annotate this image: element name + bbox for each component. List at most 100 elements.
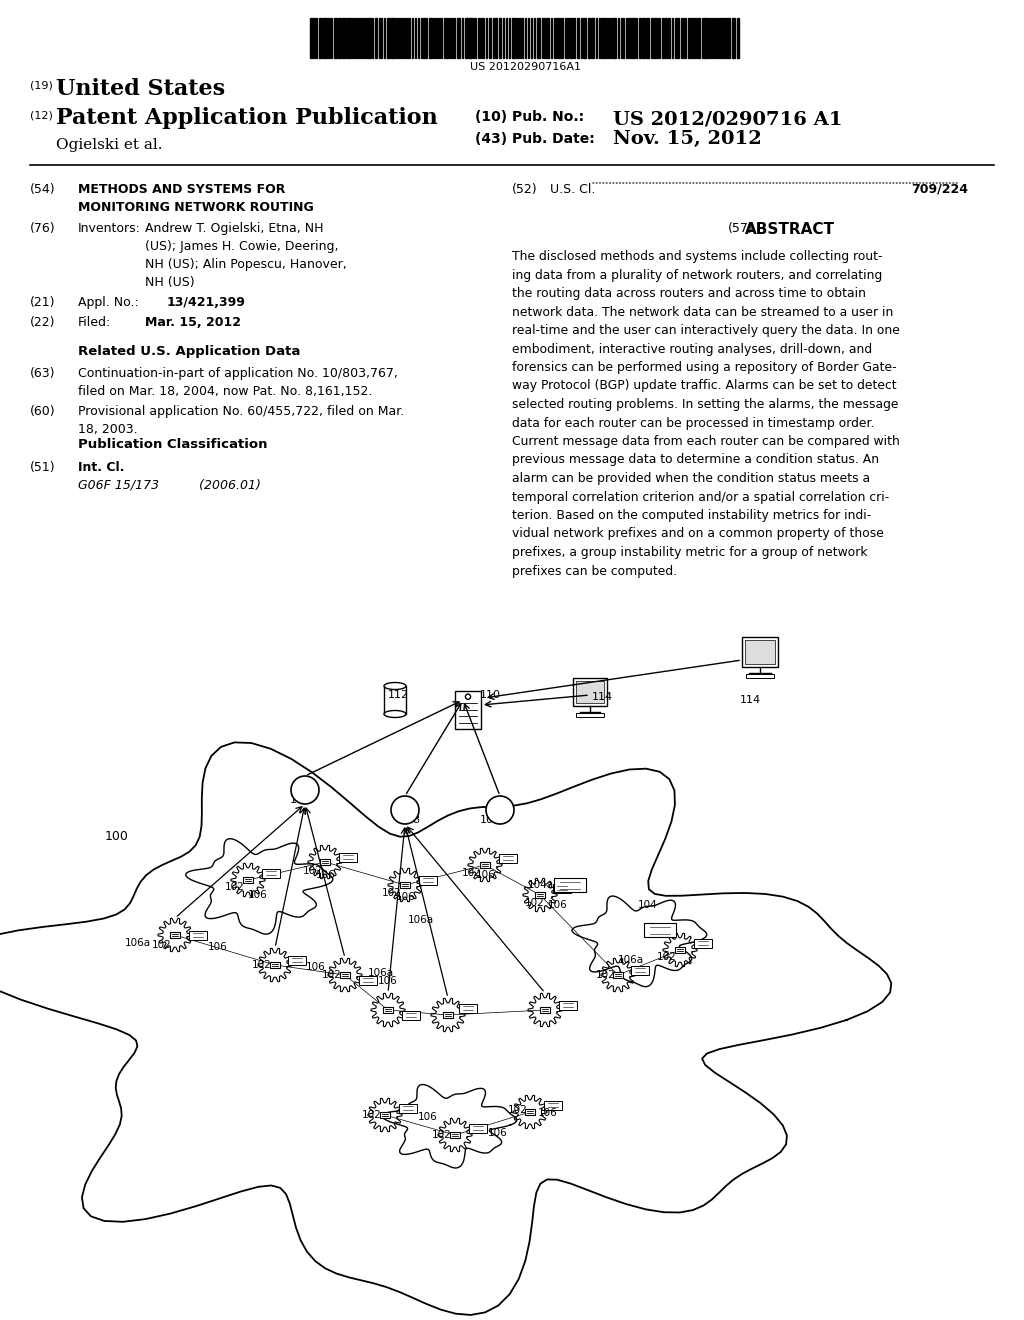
Text: 106: 106 xyxy=(378,975,397,986)
Text: 104: 104 xyxy=(638,900,657,909)
Bar xyxy=(675,946,685,953)
Bar xyxy=(391,18,394,58)
Bar xyxy=(338,18,341,58)
Text: 102: 102 xyxy=(303,866,323,876)
Bar xyxy=(537,18,540,58)
Text: (22): (22) xyxy=(30,315,55,329)
Text: US 20120290716A1: US 20120290716A1 xyxy=(469,62,581,73)
Bar xyxy=(288,956,306,965)
Text: 112: 112 xyxy=(388,690,410,700)
Bar xyxy=(732,18,735,58)
Text: Int. Cl.: Int. Cl. xyxy=(78,461,124,474)
Text: 102: 102 xyxy=(432,1130,452,1140)
Text: 102: 102 xyxy=(252,960,271,970)
Bar xyxy=(340,972,350,978)
Text: United States: United States xyxy=(56,78,225,100)
Bar xyxy=(577,713,603,717)
Bar xyxy=(567,18,569,58)
Bar xyxy=(270,962,281,968)
Bar xyxy=(323,18,326,58)
Bar xyxy=(446,18,449,58)
Bar xyxy=(362,18,365,58)
Bar xyxy=(639,18,641,58)
Bar xyxy=(354,18,356,58)
Bar xyxy=(469,18,472,58)
Bar xyxy=(423,18,425,58)
Text: 102: 102 xyxy=(657,952,677,962)
Text: 106: 106 xyxy=(548,900,567,909)
Bar xyxy=(525,1109,536,1115)
Bar xyxy=(359,975,377,985)
Bar xyxy=(668,18,670,58)
Text: Filed:: Filed: xyxy=(78,315,112,329)
Text: Provisional application No. 60/455,722, filed on Mar.
18, 2003.: Provisional application No. 60/455,722, … xyxy=(78,405,404,436)
Bar xyxy=(459,1003,477,1012)
Bar xyxy=(499,854,517,862)
Text: (52): (52) xyxy=(512,183,538,195)
Text: 114: 114 xyxy=(740,696,761,705)
Text: (19): (19) xyxy=(30,81,53,90)
Text: Ogielski et al.: Ogielski et al. xyxy=(56,139,163,152)
Circle shape xyxy=(391,796,419,824)
Bar xyxy=(383,1007,393,1012)
Text: 106: 106 xyxy=(418,1111,437,1122)
Text: 102: 102 xyxy=(508,1105,527,1115)
Ellipse shape xyxy=(384,710,406,718)
Bar xyxy=(613,972,623,978)
Text: Mar. 15, 2012: Mar. 15, 2012 xyxy=(145,315,241,329)
Text: 709/224: 709/224 xyxy=(911,183,968,195)
Text: 114: 114 xyxy=(592,692,613,702)
Text: 106a: 106a xyxy=(618,954,644,965)
Bar xyxy=(631,965,649,974)
Text: Nov. 15, 2012: Nov. 15, 2012 xyxy=(613,129,762,148)
Bar xyxy=(334,18,337,58)
Bar xyxy=(745,675,774,678)
Bar xyxy=(691,18,693,58)
Bar xyxy=(450,1133,460,1138)
Bar xyxy=(449,18,451,58)
Text: 106a: 106a xyxy=(408,915,434,925)
Text: METHODS AND SYSTEMS FOR
MONITORING NETWORK ROUTING: METHODS AND SYSTEMS FOR MONITORING NETWO… xyxy=(78,183,313,214)
Text: G06F 15/173          (2006.01): G06F 15/173 (2006.01) xyxy=(78,479,261,492)
Text: 102: 102 xyxy=(152,940,172,950)
Bar xyxy=(465,18,468,58)
Text: Related U.S. Application Data: Related U.S. Application Data xyxy=(78,345,300,358)
Bar xyxy=(654,18,656,58)
Bar xyxy=(577,18,579,58)
Bar xyxy=(737,18,739,58)
Text: 102: 102 xyxy=(525,898,545,908)
Ellipse shape xyxy=(384,682,406,689)
Text: U.S. Cl.: U.S. Cl. xyxy=(550,183,595,195)
Text: (76): (76) xyxy=(30,222,55,235)
Text: 106: 106 xyxy=(248,890,267,900)
Circle shape xyxy=(486,796,514,824)
Bar xyxy=(722,18,724,58)
Bar xyxy=(469,1123,487,1133)
Bar xyxy=(480,862,490,869)
Text: 106: 106 xyxy=(316,870,336,880)
Text: Patent Application Publication: Patent Application Publication xyxy=(56,107,437,129)
Bar xyxy=(375,18,377,58)
Text: (12): (12) xyxy=(30,110,53,120)
Bar xyxy=(512,18,515,58)
Bar xyxy=(662,18,664,58)
Bar xyxy=(348,18,351,58)
Bar xyxy=(243,876,253,883)
Bar xyxy=(384,686,406,714)
Bar xyxy=(742,638,778,667)
Bar xyxy=(583,18,586,58)
Text: 102: 102 xyxy=(596,970,615,979)
Text: (54): (54) xyxy=(30,183,55,195)
Text: 102: 102 xyxy=(225,882,245,892)
Bar xyxy=(642,18,645,58)
Bar xyxy=(540,1007,550,1012)
Text: Inventors:: Inventors: xyxy=(78,222,141,235)
Bar xyxy=(570,18,573,58)
Bar xyxy=(429,18,432,58)
Text: 104a: 104a xyxy=(528,880,554,890)
Text: 106: 106 xyxy=(208,942,227,952)
Bar xyxy=(575,681,604,704)
Text: 106: 106 xyxy=(396,892,416,902)
Bar xyxy=(489,18,490,58)
Bar xyxy=(725,18,727,58)
